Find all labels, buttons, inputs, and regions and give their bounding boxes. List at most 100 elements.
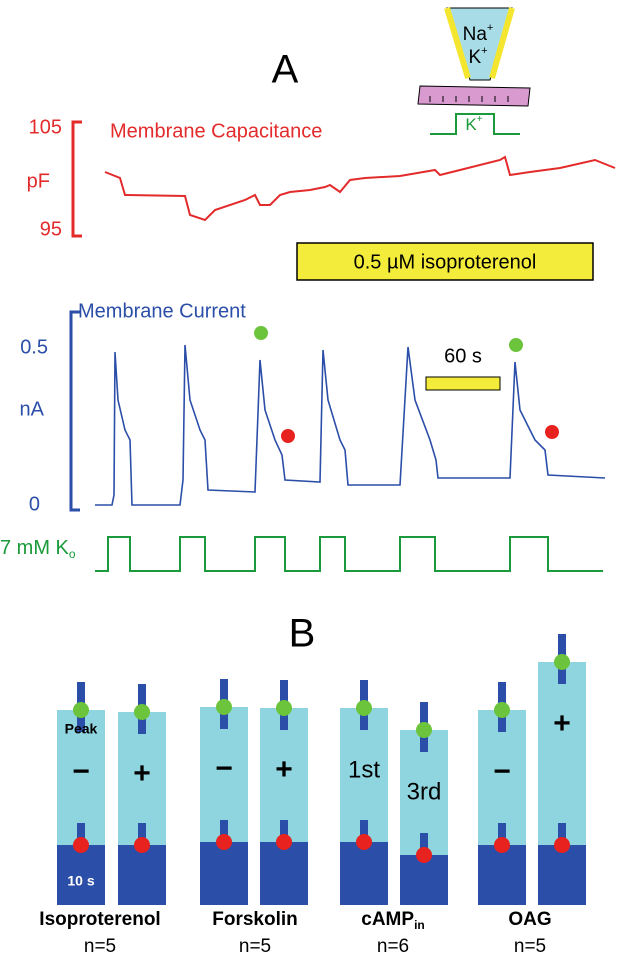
ion: Na xyxy=(463,24,488,45)
light-bar xyxy=(57,710,105,845)
bar-label: 1st xyxy=(348,756,380,783)
dark-bar xyxy=(478,845,526,905)
group-label: cAMPin xyxy=(361,909,424,932)
bar-label: 3rd xyxy=(407,778,442,805)
scale-bar xyxy=(71,120,82,238)
stick xyxy=(138,823,146,845)
stick xyxy=(360,820,368,842)
trace-title: Membrane Current xyxy=(78,300,246,322)
stick xyxy=(558,823,566,845)
green-dot xyxy=(73,702,89,718)
light-bar xyxy=(478,710,526,845)
group-label: Isoproterenol xyxy=(39,909,160,930)
green-dot xyxy=(494,702,510,718)
panel-label: B xyxy=(289,612,316,656)
charge: + xyxy=(481,45,487,57)
red-dot xyxy=(416,847,432,863)
red-dot xyxy=(216,834,232,850)
stick xyxy=(220,820,228,842)
late-dot xyxy=(281,429,295,443)
group-name: cAMP xyxy=(361,909,414,930)
ko-protocol xyxy=(95,536,603,572)
green-dot xyxy=(216,699,232,715)
dark-bar xyxy=(57,845,105,905)
unit-label: pF xyxy=(27,170,50,192)
unit-label: nA xyxy=(20,398,45,420)
group-n: n=5 xyxy=(239,936,271,957)
ion-label: Na+ xyxy=(463,22,494,45)
group-name: Isoproterenol xyxy=(39,909,160,930)
light-bar xyxy=(260,708,308,842)
group-sub: in xyxy=(414,918,425,932)
green-dot xyxy=(134,704,150,720)
group-name: Forskolin xyxy=(212,909,298,930)
red-dot xyxy=(73,837,89,853)
dark-bar xyxy=(400,855,448,905)
bar-label: + xyxy=(553,707,571,740)
ko-label: 7 mM Ko xyxy=(0,537,76,561)
current-trace xyxy=(95,344,606,506)
stick xyxy=(420,833,428,855)
peak-dot xyxy=(509,338,523,352)
dark-bar xyxy=(340,842,388,905)
time-label: 10 s xyxy=(67,873,94,889)
dark-bar xyxy=(200,842,248,905)
red-dot xyxy=(276,834,292,850)
late-dot xyxy=(545,425,559,439)
peak-label: Peak xyxy=(65,721,98,737)
charge: + xyxy=(487,22,493,34)
ion-label: K+ xyxy=(468,45,487,68)
peak-dot xyxy=(254,326,268,340)
light-bar xyxy=(200,707,248,842)
scale-label: 105 xyxy=(29,116,62,138)
stick xyxy=(498,823,506,845)
stick xyxy=(77,823,85,845)
dark-bar xyxy=(118,845,166,905)
bar-label: − xyxy=(72,755,90,788)
capacitance-trace xyxy=(104,155,616,222)
time-scale-label: 60 s xyxy=(444,345,482,367)
red-dot xyxy=(554,837,570,853)
green-dot xyxy=(554,654,570,670)
red-dot xyxy=(134,837,150,853)
ion-label: K+ xyxy=(465,114,482,135)
group-label: Forskolin xyxy=(212,909,298,930)
stick xyxy=(280,820,288,842)
light-bar xyxy=(340,708,388,842)
ion: K xyxy=(465,115,477,134)
drug-label: 0.5 µM isoproterenol xyxy=(354,251,537,273)
group-name: OAG xyxy=(508,909,551,930)
group-n: n=6 xyxy=(377,936,409,957)
red-dot xyxy=(356,834,372,850)
bar-label: + xyxy=(133,757,151,790)
panel-b: − + − +1st 3rd − + Peak 10 s Isoproterenol n=5 Fors… xyxy=(39,634,586,957)
group-n: n=5 xyxy=(514,936,546,957)
bar-label: − xyxy=(493,755,511,788)
panel-label: A xyxy=(272,48,299,92)
bar-label: − xyxy=(215,752,233,785)
time-scale-bar xyxy=(425,376,501,391)
green-dot xyxy=(276,700,292,716)
ko-text: 7 mM K xyxy=(0,537,70,559)
pipette-diagram: Na+ K+ K+ xyxy=(417,7,531,135)
green-dot xyxy=(416,722,432,738)
charge: + xyxy=(477,114,483,125)
red-dot xyxy=(494,837,510,853)
ko-sub: o xyxy=(69,547,76,561)
light-bar xyxy=(538,662,586,845)
scale-label: 0.5 xyxy=(20,336,48,358)
bar-label: + xyxy=(275,753,293,786)
green-dot xyxy=(356,700,372,716)
scale-bar xyxy=(69,310,80,512)
light-bar xyxy=(118,712,166,845)
drug-bar xyxy=(296,242,594,281)
scale-label: 0 xyxy=(29,493,40,515)
ion: K xyxy=(468,47,481,68)
scale-label: 95 xyxy=(40,218,62,240)
dark-bar xyxy=(538,845,586,905)
group-label: OAG xyxy=(508,909,551,930)
dark-bar xyxy=(260,842,308,905)
group-n: n=5 xyxy=(84,936,116,957)
trace-title: Membrane Capacitance xyxy=(110,120,322,142)
